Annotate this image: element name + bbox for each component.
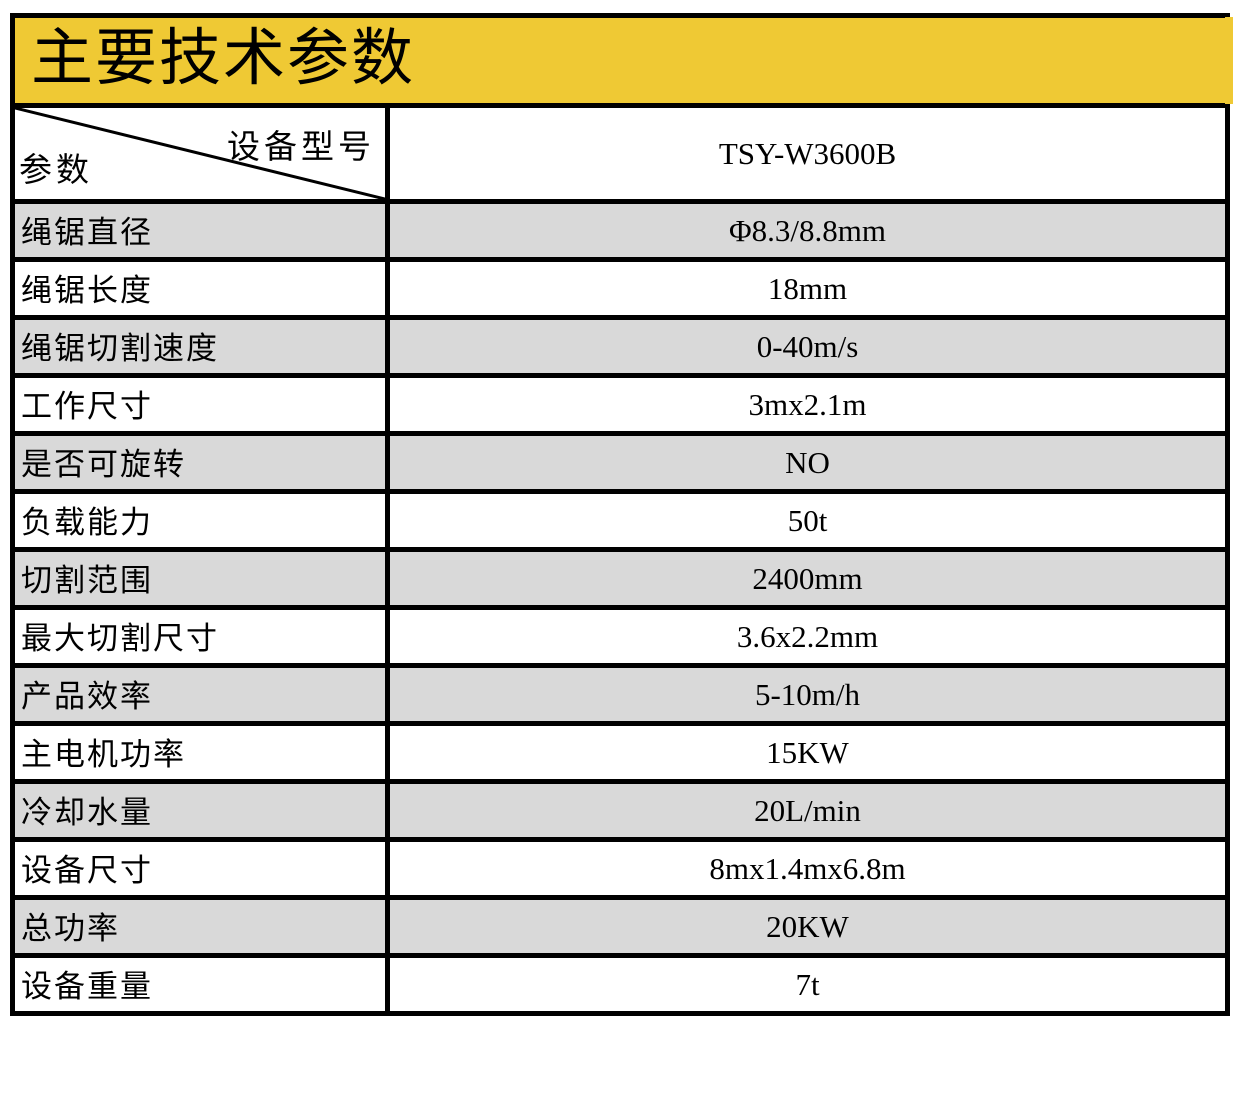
table-row: 产品效率 5-10m/h	[10, 663, 1231, 726]
row-value: 5-10m/h	[384, 663, 1231, 726]
row-value: 2400mm	[384, 547, 1231, 610]
spec-table-body: 主要技术参数 设备型号 参数 TSY-W3600B 绳锯直径 Φ8.3/8.8m…	[9, 13, 1231, 1016]
table-row: 工作尺寸 3mx2.1m	[10, 373, 1231, 436]
row-value: 15KW	[384, 721, 1231, 784]
title-row: 主要技术参数	[9, 13, 1231, 108]
spec-table: 主要技术参数 设备型号 参数 TSY-W3600B 绳锯直径 Φ8.3/8.8m…	[9, 13, 1231, 1016]
table-title-cell: 主要技术参数	[9, 13, 1231, 108]
table-row: 最大切割尺寸 3.6x2.2mm	[10, 605, 1231, 668]
row-value: 0-40m/s	[384, 315, 1231, 378]
row-value: 7t	[384, 953, 1231, 1016]
row-label: 绳锯长度	[10, 257, 390, 320]
row-label: 切割范围	[10, 547, 390, 610]
table-row: 绳锯直径 Φ8.3/8.8mm	[10, 199, 1231, 262]
row-label: 总功率	[10, 895, 390, 958]
page-title: 主要技术参数	[31, 24, 416, 93]
table-row: 绳锯长度 18mm	[10, 257, 1231, 320]
header-row: 设备型号 参数 TSY-W3600B	[10, 103, 1231, 204]
table-row: 负载能力 50t	[10, 489, 1231, 552]
row-label: 绳锯直径	[10, 199, 390, 262]
row-label: 负载能力	[10, 489, 390, 552]
diagonal-line	[15, 108, 385, 199]
row-label: 工作尺寸	[10, 373, 390, 436]
row-value: 3.6x2.2mm	[384, 605, 1231, 668]
table-row: 切割范围 2400mm	[10, 547, 1231, 610]
row-value: 20KW	[384, 895, 1231, 958]
title-highlight-overflow	[1225, 17, 1233, 104]
header-model-label: 设备型号	[227, 130, 375, 166]
header-model-value: TSY-W3600B	[384, 103, 1231, 204]
table-row: 设备尺寸 8mx1.4mx6.8m	[10, 837, 1231, 900]
table-row: 是否可旋转 NO	[10, 431, 1231, 494]
table-row: 绳锯切割速度 0-40m/s	[10, 315, 1231, 378]
row-value: Φ8.3/8.8mm	[384, 199, 1231, 262]
table-row: 设备重量 7t	[10, 953, 1231, 1016]
table-row: 冷却水量 20L/min	[10, 779, 1231, 842]
row-label: 是否可旋转	[10, 431, 390, 494]
row-label: 最大切割尺寸	[10, 605, 390, 668]
row-label: 产品效率	[10, 663, 390, 726]
row-label: 设备尺寸	[10, 837, 390, 900]
row-value: 20L/min	[384, 779, 1231, 842]
row-label: 冷却水量	[10, 779, 390, 842]
row-value: 50t	[384, 489, 1231, 552]
row-value: 3mx2.1m	[384, 373, 1231, 436]
row-label: 主电机功率	[10, 721, 390, 784]
row-label: 绳锯切割速度	[10, 315, 390, 378]
table-row: 总功率 20KW	[10, 895, 1231, 958]
row-label: 设备重量	[10, 953, 390, 1016]
table-row: 主电机功率 15KW	[10, 721, 1231, 784]
header-param-label: 参数	[19, 153, 93, 189]
row-value: 18mm	[384, 257, 1231, 320]
row-value: 8mx1.4mx6.8m	[384, 837, 1231, 900]
row-value: NO	[384, 431, 1231, 494]
header-diagonal-cell: 设备型号 参数	[10, 103, 390, 204]
